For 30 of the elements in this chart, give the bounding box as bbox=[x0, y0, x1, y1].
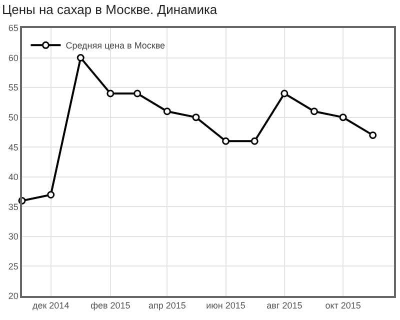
x-tick-label: окт 2015 bbox=[325, 300, 361, 311]
point bbox=[192, 114, 200, 122]
y-tick-label: 60 bbox=[8, 52, 18, 63]
x-tick-label: дек 2014 bbox=[32, 300, 70, 311]
y-tick-label: 55 bbox=[8, 82, 18, 93]
x-tick-label: авг 2015 bbox=[266, 300, 302, 311]
y-tick-label: 40 bbox=[8, 172, 18, 182]
y-tick-label: 35 bbox=[8, 202, 18, 212]
y-tick-label: 45 bbox=[8, 142, 18, 152]
point bbox=[47, 191, 55, 199]
y-tick-label: 65 bbox=[8, 23, 18, 34]
chart-title: Цены на сахар в Москве. Динамика bbox=[2, 2, 218, 17]
point bbox=[250, 137, 258, 145]
x-tick-label: апр 2015 bbox=[148, 300, 186, 311]
point bbox=[339, 114, 347, 122]
x-tick-label: июн 2015 bbox=[206, 300, 246, 311]
point bbox=[222, 137, 230, 145]
y-tick-label: 50 bbox=[8, 112, 18, 122]
point bbox=[106, 90, 114, 98]
point bbox=[163, 108, 171, 116]
point bbox=[280, 90, 288, 98]
point bbox=[134, 90, 142, 98]
y-tick-label: 20 bbox=[8, 291, 18, 302]
y-tick-label: 30 bbox=[8, 232, 18, 242]
x-tick-label: фев 2015 bbox=[90, 300, 130, 311]
point bbox=[310, 108, 318, 116]
point bbox=[369, 131, 377, 139]
y-tick-label: 25 bbox=[8, 261, 18, 272]
legend-label: Средняя цена в Москве bbox=[66, 40, 166, 51]
point bbox=[76, 54, 84, 62]
